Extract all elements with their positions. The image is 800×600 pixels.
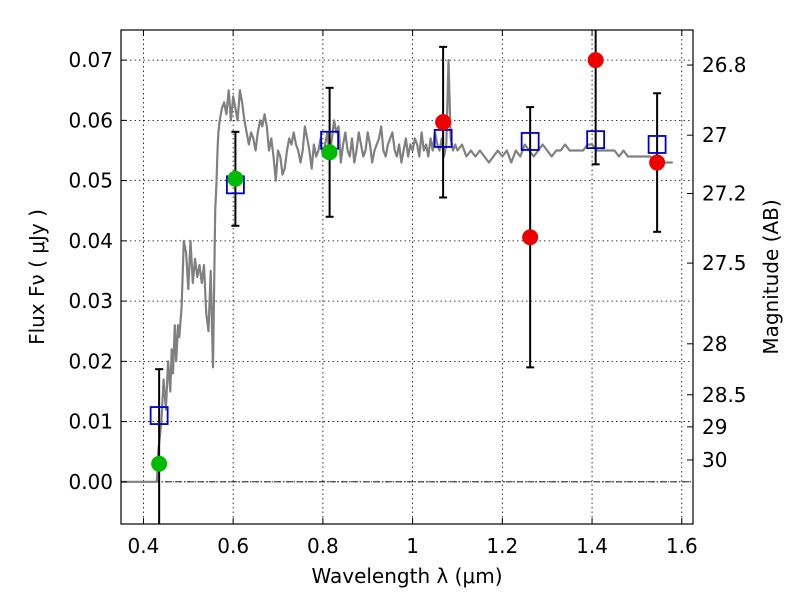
x-tick-label: 0.8 (307, 534, 339, 558)
x-tick-label: 1.6 (666, 534, 698, 558)
model-point-marker (520, 132, 540, 151)
magnitude-tick-label: 27.2 (702, 181, 747, 205)
green-data-markers (151, 144, 338, 472)
x-tick-label: 0.4 (128, 534, 160, 558)
magnitude-tick-label: 28.5 (702, 383, 747, 407)
y-tick-label: 0.03 (68, 289, 113, 313)
y-tick-label: 0.05 (68, 169, 113, 193)
x-axis-title: Wavelength λ (μm) (311, 564, 502, 588)
y-tick-label: 0.04 (68, 229, 113, 253)
magnitude-tick-label: 27 (702, 123, 727, 147)
x-tick-label: 0.6 (217, 534, 249, 558)
magnitude-tick-label: 30 (702, 448, 727, 472)
y-tick-label: 0.06 (68, 108, 113, 132)
magnitude-tick-labels: 26.8 27 27.2 27.5 28 28.5 29 30 (702, 53, 747, 472)
green-point-marker (321, 144, 338, 161)
magnitude-tick-label: 27.5 (702, 251, 747, 275)
y-tick-label: 0.01 (68, 410, 113, 434)
y2-axis-title: Magnitude (AB) (759, 199, 783, 354)
model-point-marker (586, 130, 606, 150)
red-point-marker (587, 52, 604, 69)
magnitude-tick-label: 29 (702, 415, 727, 439)
magnitude-tick-label: 28 (702, 332, 727, 356)
green-point-marker (151, 455, 168, 472)
model-spectrum-line (121, 59, 673, 483)
axis-ticks (121, 30, 693, 524)
y-tick-labels: 0.00 0.01 0.02 0.03 0.04 0.05 0.06 0.07 (68, 48, 113, 494)
model-point-marker (647, 135, 667, 154)
magnitude-tick-label: 26.8 (702, 53, 747, 77)
y-axis-title: Flux Fν ( μJy ) (25, 209, 49, 345)
red-data-markers (435, 52, 666, 246)
model-point-marker (149, 406, 169, 425)
plot-frame (120, 29, 694, 525)
x-tick-label: 1.2 (486, 534, 518, 558)
red-point-marker (522, 229, 539, 246)
x-tick-label: 1.4 (576, 534, 608, 558)
y-tick-label: 0.02 (68, 349, 113, 373)
x-tick-label: 1 (406, 534, 419, 558)
x-tick-labels: 0.4 0.6 0.8 1 1.2 1.4 1.6 (128, 534, 698, 558)
green-point-marker (227, 170, 244, 187)
y-tick-label: 0.07 (68, 48, 113, 72)
red-point-marker (649, 154, 666, 171)
red-point-marker (435, 114, 452, 131)
y-tick-label: 0.00 (68, 470, 113, 494)
